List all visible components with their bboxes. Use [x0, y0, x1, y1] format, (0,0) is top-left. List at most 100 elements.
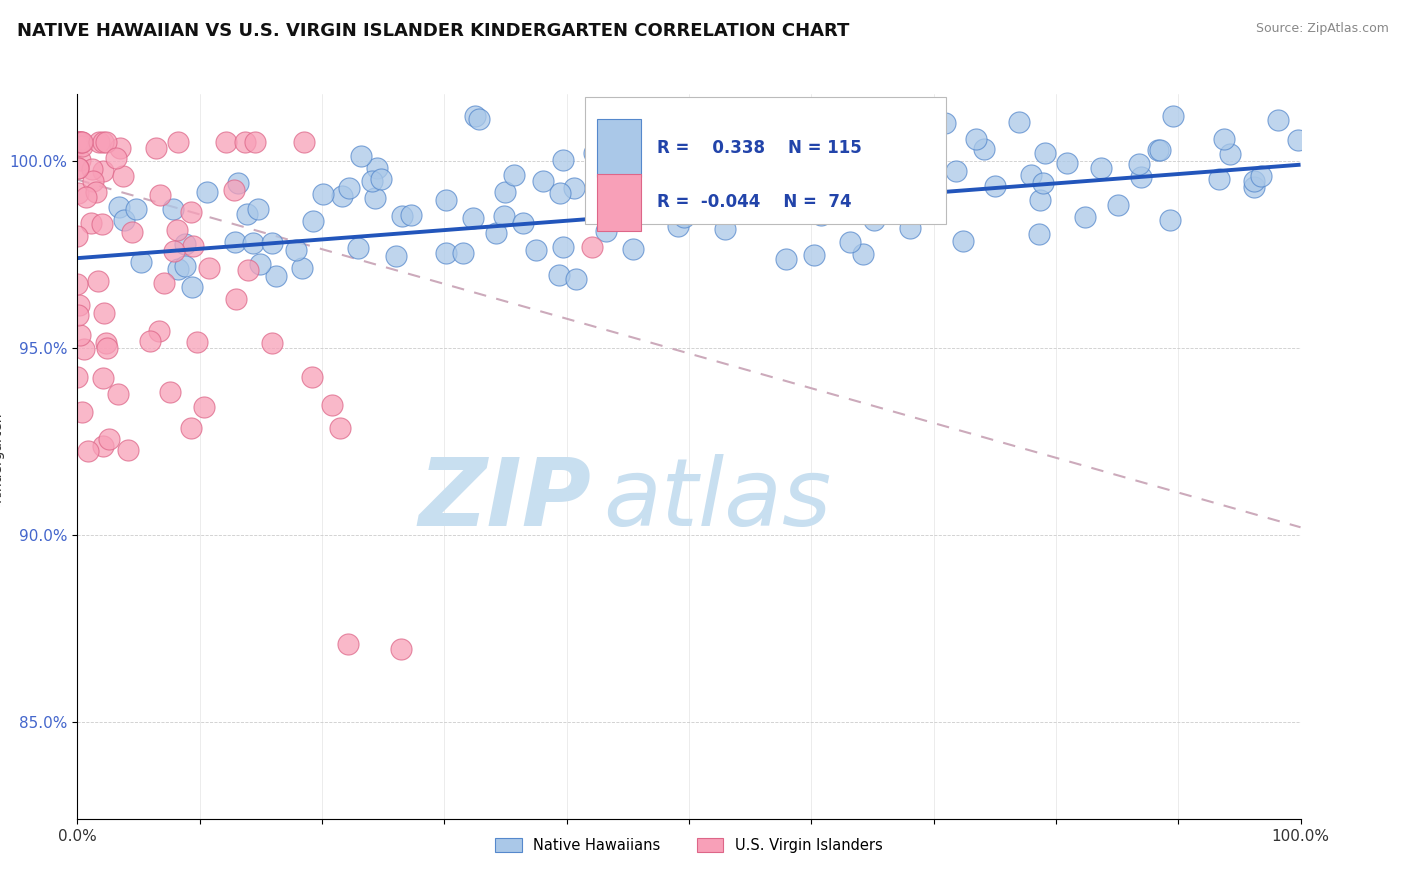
- Point: [235, 207, 257, 221]
- Point: [82, 174, 104, 188]
- Point: [70, 135, 93, 149]
- Point: [238, 263, 260, 277]
- Point: [1149, 143, 1171, 157]
- Point: [759, 157, 782, 171]
- Point: [107, 387, 129, 401]
- Point: [180, 205, 202, 219]
- Point: [94, 336, 117, 351]
- Point: [883, 128, 905, 142]
- Point: [70, 405, 93, 419]
- Point: [121, 225, 143, 239]
- Point: [233, 135, 256, 149]
- Point: [1243, 174, 1265, 188]
- Point: [494, 186, 516, 200]
- Point: [242, 235, 264, 250]
- Point: [1267, 113, 1289, 128]
- Point: [852, 246, 875, 260]
- Text: R =    0.338    N = 115: R = 0.338 N = 115: [657, 139, 862, 157]
- Point: [1090, 161, 1112, 175]
- Point: [628, 195, 651, 210]
- Point: [66, 137, 89, 152]
- Point: [683, 188, 706, 202]
- Point: [370, 171, 392, 186]
- Point: [224, 183, 246, 197]
- Text: ZIP: ZIP: [418, 454, 591, 546]
- Point: [87, 274, 110, 288]
- Point: [464, 109, 486, 123]
- Point: [330, 189, 353, 203]
- Text: NATIVE HAWAIIAN VS U.S. VIRGIN ISLANDER KINDERGARTEN CORRELATION CHART: NATIVE HAWAIIAN VS U.S. VIRGIN ISLANDER …: [17, 22, 849, 40]
- Point: [686, 132, 709, 146]
- Point: [66, 186, 89, 201]
- Point: [624, 175, 647, 189]
- Point: [770, 136, 793, 150]
- Point: [66, 161, 89, 175]
- Point: [666, 219, 689, 233]
- Point: [292, 135, 315, 149]
- Point: [1147, 144, 1170, 158]
- FancyBboxPatch shape: [598, 174, 641, 231]
- Point: [291, 260, 314, 275]
- Point: [553, 153, 575, 168]
- Point: [247, 202, 270, 217]
- Text: Source: ZipAtlas.com: Source: ZipAtlas.com: [1256, 22, 1389, 36]
- Point: [531, 173, 554, 187]
- Point: [67, 298, 90, 312]
- Point: [198, 261, 221, 276]
- Point: [70, 135, 93, 149]
- Point: [512, 216, 534, 230]
- Point: [112, 169, 135, 183]
- Point: [1028, 227, 1050, 241]
- Point: [952, 235, 974, 249]
- Point: [790, 171, 813, 186]
- Point: [714, 222, 737, 236]
- Point: [839, 235, 862, 249]
- Point: [562, 180, 585, 194]
- Point: [90, 217, 112, 231]
- Point: [811, 135, 834, 149]
- Point: [434, 193, 457, 207]
- Point: [260, 235, 283, 250]
- Point: [93, 135, 115, 149]
- Point: [149, 188, 172, 202]
- Point: [66, 135, 89, 149]
- Point: [329, 421, 352, 435]
- Point: [243, 135, 266, 149]
- Point: [880, 148, 903, 162]
- Point: [945, 164, 967, 178]
- Point: [108, 200, 131, 214]
- Y-axis label: Kindergarten: Kindergarten: [0, 411, 4, 501]
- Point: [391, 209, 413, 223]
- Point: [214, 135, 236, 149]
- Point: [174, 236, 197, 251]
- FancyBboxPatch shape: [585, 97, 946, 224]
- Point: [1208, 172, 1230, 186]
- Point: [494, 209, 516, 223]
- Point: [399, 208, 422, 222]
- Point: [366, 161, 388, 175]
- Point: [984, 178, 1007, 193]
- Point: [347, 241, 370, 255]
- Point: [934, 116, 956, 130]
- Point: [117, 442, 139, 457]
- Point: [672, 143, 695, 157]
- Point: [159, 384, 181, 399]
- Point: [619, 205, 641, 219]
- Point: [75, 190, 97, 204]
- Point: [595, 224, 617, 238]
- Point: [551, 240, 574, 254]
- Point: [112, 212, 135, 227]
- Point: [503, 169, 526, 183]
- Point: [152, 276, 174, 290]
- Point: [735, 153, 758, 168]
- Point: [389, 642, 412, 657]
- Point: [163, 244, 186, 259]
- Point: [70, 138, 93, 153]
- Point: [84, 185, 107, 199]
- Point: [965, 131, 987, 145]
- Point: [748, 163, 770, 178]
- Point: [630, 194, 652, 208]
- Point: [810, 209, 832, 223]
- Point: [1129, 169, 1152, 184]
- Point: [565, 272, 588, 286]
